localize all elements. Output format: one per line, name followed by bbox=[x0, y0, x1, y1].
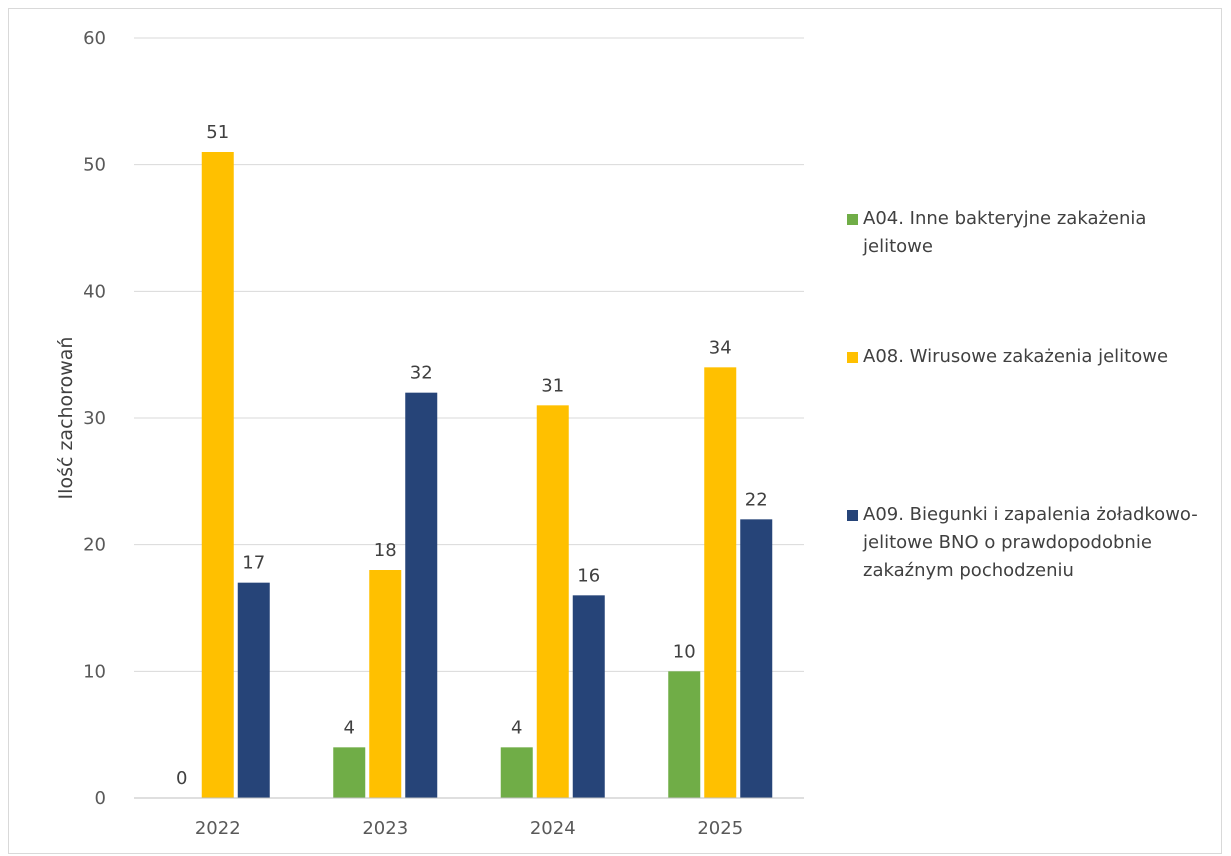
x-tick-label: 2023 bbox=[362, 818, 408, 839]
data-label: 16 bbox=[577, 565, 600, 586]
legend-swatch bbox=[847, 510, 858, 521]
bar bbox=[536, 405, 569, 798]
y-axis-title: Ilość zachorowań bbox=[55, 337, 77, 500]
bar bbox=[333, 747, 366, 798]
bar bbox=[369, 570, 402, 798]
data-labels: 0 4 4 10 51 18 31 34 17 32 16 22 bbox=[176, 122, 768, 789]
y-tick-label: 20 bbox=[83, 535, 106, 556]
y-tick-label: 40 bbox=[83, 281, 106, 302]
data-label: 10 bbox=[673, 641, 696, 662]
bar bbox=[237, 582, 270, 798]
x-tick-label: 2022 bbox=[195, 818, 241, 839]
legend-item: A04. Inne bakteryjne zakażenia jelitowe bbox=[847, 205, 1217, 261]
y-tick-label: 0 bbox=[95, 788, 106, 809]
legend-item: A09. Biegunki i zapalenia żoładkowo-jeli… bbox=[847, 501, 1217, 585]
bar bbox=[500, 747, 533, 798]
data-label: 34 bbox=[709, 337, 732, 358]
data-label: 22 bbox=[745, 489, 768, 510]
y-tick-label: 10 bbox=[83, 661, 106, 682]
legend-label: A04. Inne bakteryjne zakażenia jelitowe bbox=[863, 208, 1147, 257]
legend-label: A09. Biegunki i zapalenia żoładkowo-jeli… bbox=[863, 504, 1198, 581]
legend-swatch bbox=[847, 352, 858, 363]
bar bbox=[668, 671, 701, 798]
data-label: 4 bbox=[344, 717, 355, 738]
y-tick-label: 60 bbox=[83, 28, 106, 49]
bar bbox=[405, 392, 438, 798]
legend-label: A08. Wirusowe zakażenia jelitowe bbox=[863, 346, 1169, 367]
data-label: 32 bbox=[410, 363, 433, 384]
bar bbox=[201, 152, 234, 798]
bar bbox=[572, 595, 605, 798]
data-label: 17 bbox=[242, 553, 265, 574]
data-label: 31 bbox=[541, 375, 564, 396]
bar bbox=[740, 519, 773, 798]
data-label: 4 bbox=[511, 717, 522, 738]
bar bbox=[704, 367, 737, 798]
x-tick-label: 2024 bbox=[530, 818, 576, 839]
data-label: 18 bbox=[374, 540, 397, 561]
bars bbox=[201, 152, 773, 798]
y-tick-label: 50 bbox=[83, 155, 106, 176]
legend-swatch bbox=[847, 214, 858, 225]
x-tick-label: 2025 bbox=[697, 818, 743, 839]
data-label: 51 bbox=[206, 122, 229, 143]
y-tick-label: 30 bbox=[83, 408, 106, 429]
legend-item: A08. Wirusowe zakażenia jelitowe bbox=[847, 343, 1217, 371]
data-label: 0 bbox=[176, 768, 187, 789]
gridlines bbox=[134, 37, 804, 672]
